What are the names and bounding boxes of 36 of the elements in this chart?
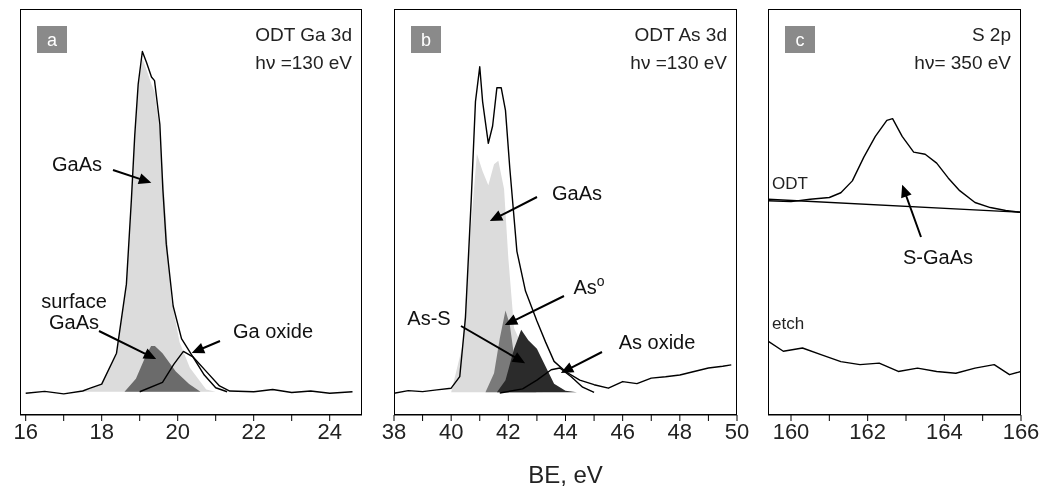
x-tick-label: 18	[89, 418, 114, 444]
chart-title: ODT As 3d	[634, 24, 727, 45]
text: a	[46, 30, 58, 50]
chart-subtitle: hν =130 eV	[255, 52, 353, 73]
chart-title: ODT Ga 3d	[255, 24, 352, 45]
x-tick-label: 46	[610, 418, 635, 444]
chart-subtitle: hν= 350 eV	[914, 52, 1012, 73]
x-tick-label: 50	[724, 418, 750, 444]
series-label: etch	[772, 314, 805, 334]
x-tick-label: 44	[553, 418, 578, 444]
annotation: As-S	[407, 307, 451, 329]
x-tick-label: 24	[317, 418, 342, 444]
annotation: GaAs	[551, 182, 603, 204]
annotation: GaAs	[51, 153, 103, 175]
x-tick-label: 162	[849, 418, 887, 444]
x-tick-label: 16	[13, 418, 38, 444]
x-tick-label: 160	[772, 418, 810, 444]
annotation: surface GaAs	[41, 290, 107, 333]
annotation: As$^{o}$	[573, 273, 605, 298]
x-tick-label: 38	[381, 418, 407, 444]
x-tick-label: 20	[165, 418, 190, 444]
x-tick-label: 42	[496, 418, 521, 444]
x-tick-label: 164	[925, 418, 963, 444]
annotation: S-GaAs	[902, 246, 974, 268]
x-tick-label: 22	[241, 418, 266, 444]
annotation: As oxide	[618, 331, 696, 353]
chart-subtitle: hν =130 eV	[630, 52, 728, 73]
x-tick-label: 40	[438, 418, 464, 444]
text: c	[795, 30, 805, 50]
series-label: ODT	[772, 173, 808, 193]
x-axis-title: BE, eV	[528, 461, 603, 488]
chart-title: S 2p	[971, 24, 1011, 45]
annotation: Ga oxide	[232, 320, 314, 342]
text: b	[420, 30, 432, 50]
x-tick-label: 166	[1002, 418, 1040, 444]
x-tick-label: 48	[667, 418, 693, 444]
